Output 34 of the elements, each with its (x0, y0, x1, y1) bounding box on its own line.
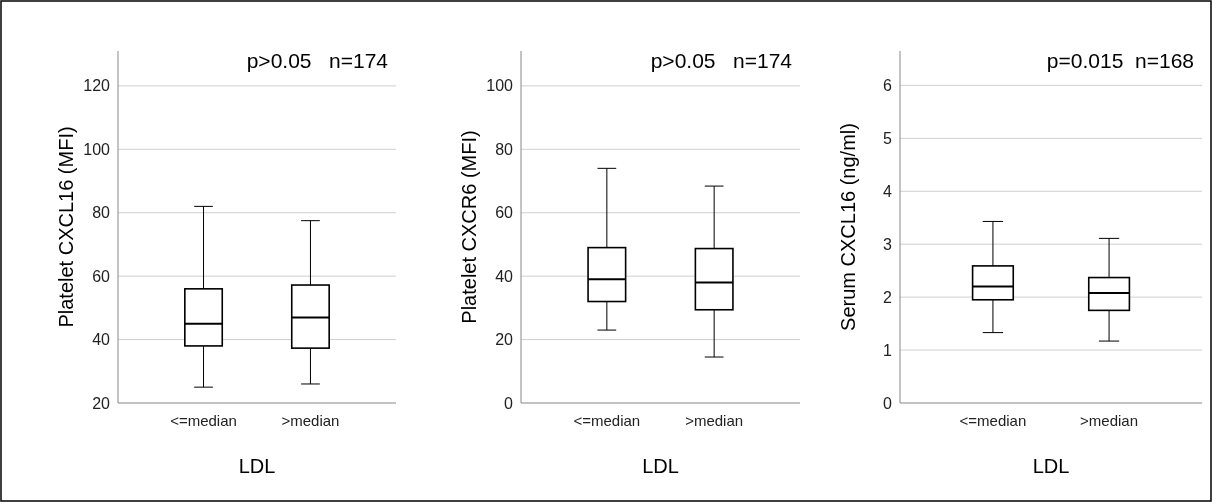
y-tick-label: 0 (883, 394, 893, 412)
y-axis-title: Platelet CXCL16 (MFI) (55, 126, 77, 328)
x-tick-label: <=median (573, 412, 641, 429)
annotation: p=0.015 n=168 (1046, 49, 1194, 72)
y-tick-label: 60 (92, 267, 111, 285)
y-tick-label: 60 (495, 204, 514, 222)
x-axis-title: LDL (642, 455, 679, 477)
x-tick-label: >median (1080, 412, 1139, 429)
y-tick-label: 2 (883, 288, 893, 306)
annotation: p>0.05 n=174 (650, 49, 793, 72)
y-tick-label: 0 (504, 394, 514, 412)
y-tick-label: 4 (883, 182, 893, 200)
y-tick-label: 20 (92, 394, 111, 412)
x-tick-label: <=median (959, 412, 1027, 429)
y-tick-label: 100 (83, 140, 111, 158)
y-tick-label: 40 (92, 331, 111, 349)
y-tick-label: 1 (883, 341, 893, 359)
y-tick-label: 120 (83, 77, 111, 95)
x-tick-label: >median (685, 412, 744, 429)
y-tick-label: 100 (486, 77, 514, 95)
x-axis-title: LDL (1032, 455, 1070, 477)
annotation: p>0.05 n=174 (246, 49, 389, 72)
y-tick-label: 80 (495, 140, 514, 158)
y-axis-title: Platelet CXCR6 (MFI) (458, 130, 480, 324)
y-tick-label: 5 (883, 129, 893, 147)
y-tick-label: 6 (883, 77, 893, 95)
y-tick-label: 20 (495, 331, 514, 349)
y-tick-label: 80 (92, 204, 111, 222)
y-tick-label: 40 (495, 267, 514, 285)
x-tick-label: >median (281, 412, 340, 429)
y-axis-title: Serum CXCL16 (ng/ml) (837, 123, 859, 331)
x-axis-title: LDL (238, 455, 276, 477)
x-tick-label: <=median (170, 412, 237, 429)
y-tick-label: 3 (883, 235, 893, 253)
